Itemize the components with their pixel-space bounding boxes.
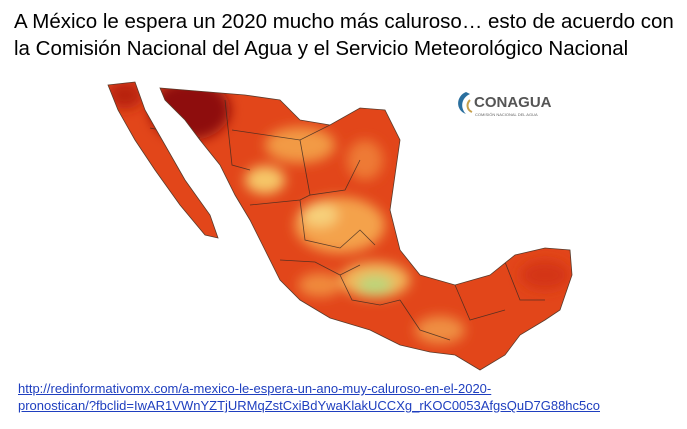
title: A México le espera un 2020 mucho más cal…	[14, 8, 674, 62]
source-link: http://redinformativomx.com/a-mexico-le-…	[18, 380, 600, 414]
title-line: la Comisión Nacional del Agua y el Servi…	[14, 37, 629, 60]
title-line: A México le espera un 2020 mucho más cal…	[14, 10, 674, 33]
country-outline	[107, 81, 573, 371]
logo-name: CONAGUA	[474, 94, 552, 111]
link-line[interactable]: http://redinformativomx.com/a-mexico-le-…	[18, 381, 492, 396]
logo: CONAGUA COMISIÓN NACIONAL DEL AGUA	[458, 92, 552, 117]
logo-icon-accent	[466, 99, 473, 113]
logo-icon	[458, 92, 470, 114]
link-line[interactable]: pronostican/?fbclid=IwAR1VWnYZTjURMqZstC…	[18, 398, 600, 413]
logo-subtitle: COMISIÓN NACIONAL DEL AGUA	[475, 112, 538, 117]
temperature-map: CONAGUA COMISIÓN NACIONAL DEL AGUA	[104, 74, 576, 372]
